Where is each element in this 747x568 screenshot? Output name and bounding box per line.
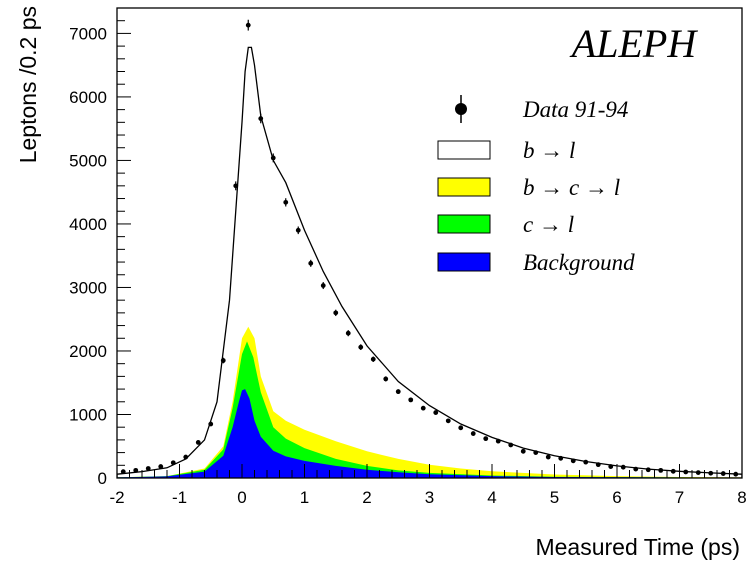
data-point: [520, 448, 526, 454]
legend-swatch-b-to-c-to-l: [437, 177, 491, 197]
data-point: [470, 431, 476, 436]
data-point: [645, 467, 651, 473]
y-tick-label: 1000: [69, 405, 107, 424]
data-point: [220, 358, 226, 363]
data-point: [383, 376, 389, 382]
x-tick-label: 4: [487, 488, 496, 507]
data-point: [433, 410, 439, 415]
data-point: [583, 459, 589, 465]
legend-swatch-background: [437, 252, 491, 272]
plot-clip-group: [117, 19, 742, 478]
data-point: [558, 455, 564, 461]
x-tick-label: 1: [300, 488, 309, 507]
data-points-layer: [120, 19, 739, 477]
y-tick-label: 7000: [69, 24, 107, 43]
x-tick-label: -1: [172, 488, 187, 507]
data-point: [658, 467, 664, 473]
data-point: [195, 440, 201, 445]
data-point: [358, 344, 364, 350]
data-point: [570, 458, 576, 464]
data-point: [158, 464, 164, 469]
x-axis-title: Measured Time (ps): [535, 534, 740, 560]
area-b-to-l: [117, 46, 742, 478]
area-c-to-l: [117, 341, 742, 478]
data-point: [683, 469, 689, 475]
data-point: [208, 421, 214, 427]
data-point: [145, 466, 151, 471]
y-tick-label: 0: [98, 469, 107, 488]
data-point: [258, 116, 264, 121]
data-point: [333, 310, 339, 316]
data-point: [233, 183, 239, 189]
x-tick-label: 6: [612, 488, 621, 507]
data-point: [620, 464, 626, 470]
stacked-areas: [117, 46, 742, 478]
data-point: [320, 283, 326, 288]
legend-label-b-to-c-to-l: b → c → l: [523, 175, 620, 200]
y-tick-label: 2000: [69, 342, 107, 361]
x-tick-label: 5: [550, 488, 559, 507]
data-point: [183, 454, 189, 460]
legend-swatch-b-to-l: [437, 140, 491, 160]
data-point: [270, 155, 276, 161]
data-point: [533, 450, 539, 455]
legend-marker-dot: [455, 103, 467, 115]
y-tick-label: 6000: [69, 88, 107, 107]
data-point: [395, 389, 401, 395]
data-point: [708, 470, 714, 476]
x-tick-label: 2: [362, 488, 371, 507]
data-point: [508, 442, 514, 448]
legend-label-c-to-l: c → l: [523, 212, 574, 237]
data-point: [283, 199, 289, 205]
chart-title: ALEPH: [569, 21, 699, 66]
x-tick-label: 0: [237, 488, 246, 507]
data-point: [370, 356, 376, 362]
data-point: [420, 405, 426, 411]
data-point: [695, 470, 701, 476]
data-point: [545, 454, 551, 460]
area-background: [117, 389, 742, 478]
data-point: [608, 464, 614, 469]
data-point: [633, 466, 639, 472]
data-point: [295, 227, 301, 233]
data-point: [458, 425, 464, 431]
legend-swatch-c-to-l: [437, 214, 491, 234]
legend: Data 91-94 b → l b → c → l c → l Background: [437, 95, 635, 275]
data-point: [133, 467, 139, 473]
x-tick-label: 8: [737, 488, 746, 507]
x-tick-label: -2: [109, 488, 124, 507]
data-point: [170, 460, 176, 466]
data-point: [495, 438, 501, 444]
legend-label-data-91-94: Data 91-94: [522, 97, 628, 122]
legend-label-background: Background: [523, 250, 635, 275]
y-axis-title: Leptons /0.2 ps: [15, 6, 41, 163]
x-tick-label: 3: [425, 488, 434, 507]
data-point: [733, 471, 739, 477]
x-tick-label: 7: [675, 488, 684, 507]
data-point: [345, 330, 351, 336]
axes: [116, 7, 743, 479]
y-tick-label: 3000: [69, 278, 107, 297]
legend-label-b-to-l: b → l: [523, 138, 575, 163]
data-point: [408, 397, 414, 403]
data-point: [670, 468, 676, 474]
data-point: [245, 22, 251, 28]
y-tick-label: 5000: [69, 151, 107, 170]
data-point: [120, 469, 126, 475]
data-point: [483, 436, 489, 442]
data-point: [445, 418, 451, 424]
data-point: [720, 471, 726, 476]
data-point: [308, 260, 314, 266]
data-point: [595, 462, 601, 468]
tick-labels: -2 -1 0 1 2 3 4 5 6 7 8 0 1000 2000 3000 4000 5000 6000 70…: [69, 24, 747, 507]
y-tick-label: 4000: [69, 215, 107, 234]
